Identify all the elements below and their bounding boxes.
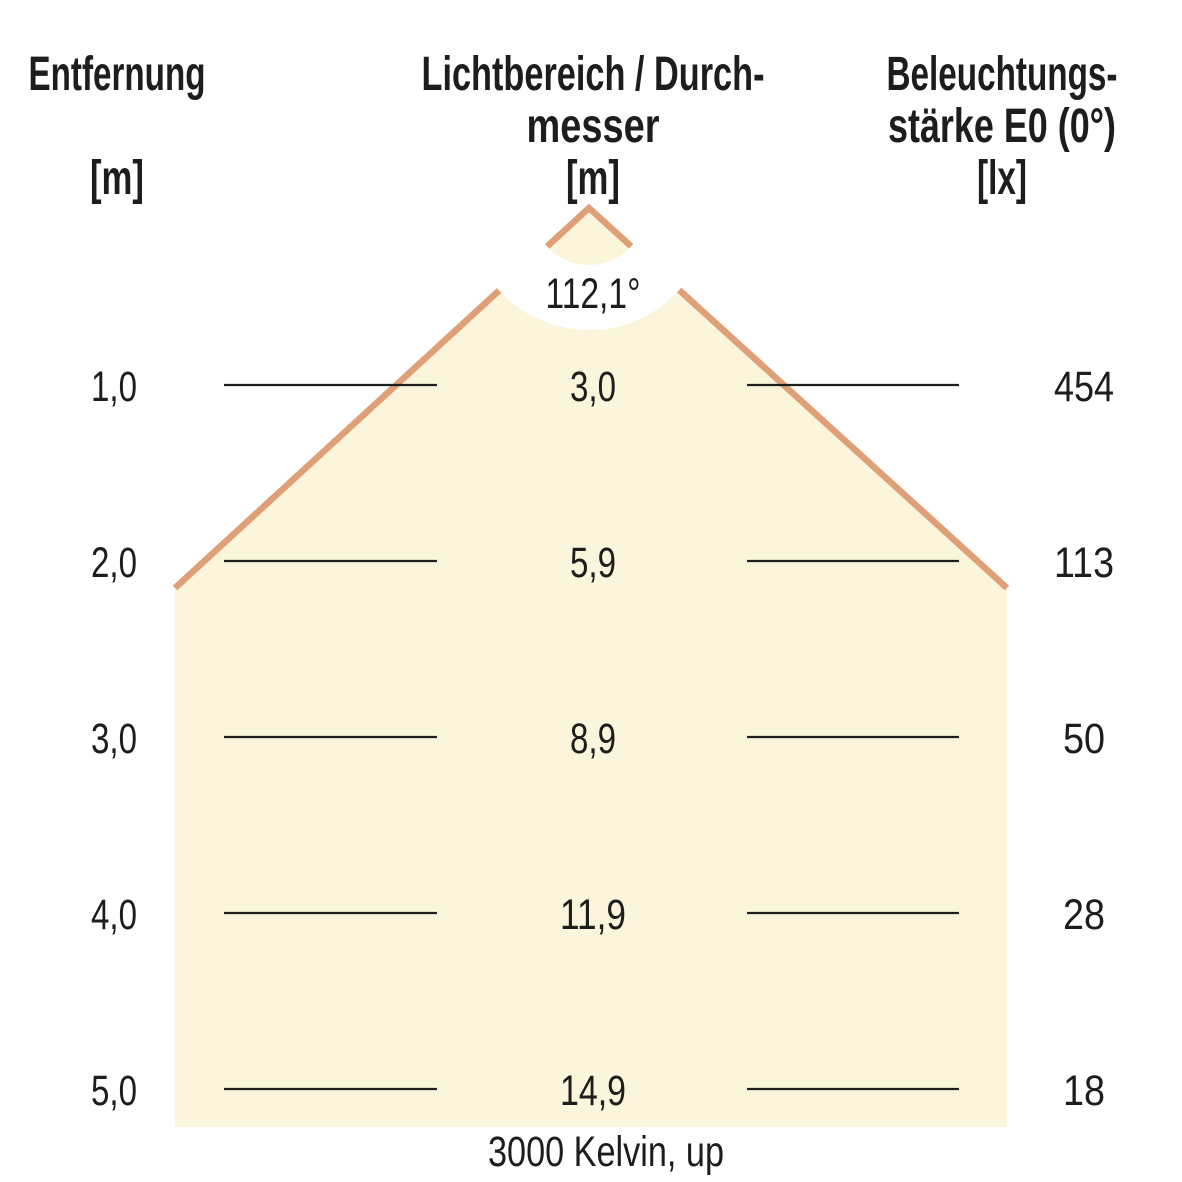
table-row: 1,0 3,0 454 xyxy=(91,363,1114,411)
header-distance: Entfernung xyxy=(29,48,206,101)
header-illuminance-unit: [lx] xyxy=(977,152,1027,205)
row5-distance: 5,0 xyxy=(91,1067,137,1115)
row3-distance: 3,0 xyxy=(91,715,137,763)
row1-distance: 1,0 xyxy=(91,363,137,411)
row4-distance: 4,0 xyxy=(91,891,137,939)
table-row: 3,0 8,9 50 xyxy=(91,715,1105,763)
row3-diameter: 8,9 xyxy=(570,715,616,763)
header-illuminance-line2: stärke E0 (0°) xyxy=(888,100,1116,153)
table-row: 4,0 11,9 28 xyxy=(91,891,1105,939)
header-diameter-unit: [m] xyxy=(566,152,620,205)
row3-illuminance: 50 xyxy=(1063,715,1105,763)
row2-distance: 2,0 xyxy=(91,539,137,587)
beam-angle-band xyxy=(467,85,712,331)
beam-angle-label: 112,1° xyxy=(546,270,641,318)
header-diameter-line2: messer xyxy=(527,100,660,153)
row4-diameter: 11,9 xyxy=(560,891,626,939)
beam-cone-edge xyxy=(172,203,1010,591)
header-illuminance-line1: Beleuchtungs- xyxy=(887,48,1118,101)
row1-diameter: 3,0 xyxy=(570,363,616,411)
header-diameter-line1: Lichtbereich / Durch- xyxy=(422,48,765,101)
row2-illuminance: 113 xyxy=(1054,539,1114,587)
row5-diameter: 14,9 xyxy=(560,1067,626,1115)
footer-kelvin-label: 3000 Kelvin, up xyxy=(488,1128,724,1176)
table-row: 2,0 5,9 113 xyxy=(91,539,1114,587)
row5-illuminance: 18 xyxy=(1063,1067,1105,1115)
row4-illuminance: 28 xyxy=(1063,891,1105,939)
header-distance-unit: [m] xyxy=(90,152,144,205)
row1-illuminance: 454 xyxy=(1054,363,1114,411)
beam-cone-fill xyxy=(175,208,1007,1127)
row2-diameter: 5,9 xyxy=(570,539,616,587)
table-row: 5,0 14,9 18 xyxy=(91,1067,1105,1115)
